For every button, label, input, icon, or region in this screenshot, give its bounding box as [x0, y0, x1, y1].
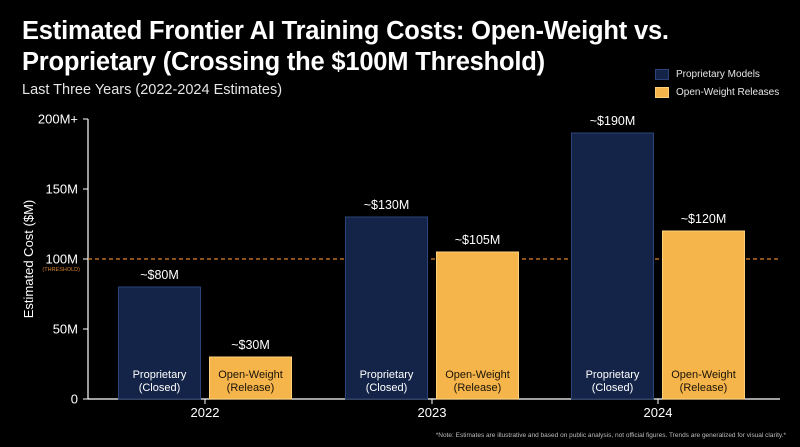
chart-legend: Proprietary Models Open-Weight Releases — [655, 66, 779, 102]
bar-inner-label-proprietary-2022-1: (Closed) — [139, 382, 181, 394]
y-tick-label-1: 50M — [53, 322, 78, 337]
chart-title: Estimated Frontier AI Training Costs: Op… — [22, 17, 669, 76]
data-label-open-weight-2022: ~$30M — [231, 338, 270, 352]
x-tick-label-2024: 2024 — [644, 405, 673, 420]
y-tick-label-3: 150M — [45, 182, 78, 197]
bar-inner-label-open-weight-2022-0: Open-Weight — [218, 369, 283, 381]
bar-inner-label-proprietary-2024-1: (Closed) — [592, 382, 634, 394]
data-label-proprietary-2024: ~$190M — [590, 114, 636, 128]
bar-inner-label-open-weight-2023-1: (Release) — [454, 382, 502, 394]
bar-proprietary-2024 — [571, 132, 654, 400]
bar-inner-label-proprietary-2023-1: (Closed) — [366, 382, 408, 394]
bar-inner-label-open-weight-2024-0: Open-Weight — [671, 369, 736, 381]
y-tick-label-2: 100M — [45, 252, 78, 267]
bar-inner-label-proprietary-2024-0: Proprietary — [586, 369, 640, 381]
legend-label-open-weight: Open-Weight Releases — [676, 86, 780, 98]
threshold-label: (THRESHOLD) — [42, 267, 80, 273]
footnote: *Note: Estimates are illustrative and ba… — [435, 432, 786, 439]
legend-swatch-proprietary — [655, 68, 669, 80]
legend-swatch-open-weight — [655, 86, 669, 98]
data-label-open-weight-2023: ~$105M — [455, 233, 501, 247]
bar-inner-label-open-weight-2024-1: (Release) — [680, 382, 728, 394]
x-tick-label-2023: 2023 — [418, 405, 447, 420]
data-label-proprietary-2022: ~$80M — [140, 268, 179, 282]
bar-proprietary-2022 — [118, 286, 201, 400]
legend-item-proprietary: Proprietary Models — [655, 66, 779, 82]
bar-inner-label-proprietary-2023-0: Proprietary — [360, 369, 414, 381]
legend-item-open-weight: Open-Weight Releases — [655, 84, 779, 100]
y-tick-label-4: 200M+ — [38, 112, 78, 127]
data-label-open-weight-2024: ~$120M — [681, 212, 727, 226]
bar-inner-label-open-weight-2023-0: Open-Weight — [445, 369, 510, 381]
bar-open-weight-2022 — [209, 356, 292, 400]
x-tick-label-2022: 2022 — [191, 405, 220, 420]
data-label-proprietary-2023: ~$130M — [364, 198, 410, 212]
bar-inner-label-proprietary-2022-0: Proprietary — [133, 369, 187, 381]
bar-open-weight-2024 — [662, 230, 745, 400]
y-tick-label-0: 0 — [71, 392, 78, 407]
legend-label-proprietary: Proprietary Models — [676, 68, 760, 80]
bar-inner-label-open-weight-2022-1: (Release) — [227, 382, 275, 394]
chart-subtitle: Last Three Years (2022-2024 Estimates) — [22, 82, 283, 98]
bar-open-weight-2023 — [436, 251, 519, 400]
bar-proprietary-2023 — [345, 216, 428, 400]
y-axis-label: Estimated Cost ($M) — [21, 200, 36, 318]
